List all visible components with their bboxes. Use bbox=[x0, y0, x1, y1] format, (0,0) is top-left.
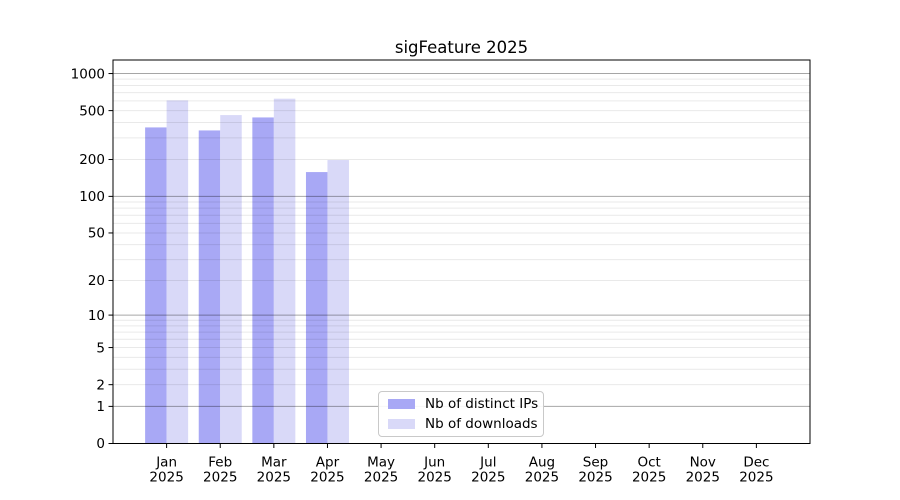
y-tick-label: 10 bbox=[88, 308, 105, 324]
bar-downloads-feb bbox=[220, 115, 242, 444]
x-tick-label-year: 2025 bbox=[632, 470, 666, 486]
y-tick-label: 5 bbox=[96, 340, 105, 356]
x-tick-label-year: 2025 bbox=[471, 470, 505, 486]
x-tick-label-year: 2025 bbox=[578, 470, 612, 486]
bar-downloads-apr bbox=[327, 160, 349, 444]
legend-item-downloads: Nb of downloads bbox=[388, 416, 538, 433]
legend: Nb of distinct IPs Nb of downloads bbox=[378, 391, 544, 437]
legend-swatch-distinct-ips bbox=[388, 399, 415, 410]
bar-distinct-ips-apr bbox=[305, 172, 328, 444]
x-tick-label-month: Jul bbox=[479, 455, 496, 471]
bar-downloads-mar bbox=[273, 98, 296, 444]
y-tick-label: 100 bbox=[79, 189, 105, 205]
x-tick-label-month: May bbox=[367, 455, 395, 471]
legend-label-downloads: Nb of downloads bbox=[425, 415, 538, 432]
y-tick-label: 500 bbox=[79, 103, 105, 119]
bar-distinct-ips-mar bbox=[252, 117, 274, 444]
x-tick-label-year: 2025 bbox=[310, 470, 344, 486]
x-tick-label-month: Feb bbox=[208, 455, 232, 471]
x-tick-label-year: 2025 bbox=[257, 470, 291, 486]
y-tick-label: 20 bbox=[88, 273, 105, 289]
x-tick-label-month: Jan bbox=[155, 455, 177, 471]
x-tick-label-year: 2025 bbox=[739, 470, 773, 486]
y-tick-label: 1 bbox=[96, 399, 105, 415]
x-tick-label-year: 2025 bbox=[525, 470, 559, 486]
x-tick-label-month: Aug bbox=[529, 455, 555, 471]
y-tick-label: 200 bbox=[79, 152, 105, 168]
x-tick-label-month: Apr bbox=[316, 455, 340, 471]
y-tick-label: 50 bbox=[88, 226, 105, 242]
x-tick-label-year: 2025 bbox=[364, 470, 398, 486]
bar-downloads-jan bbox=[166, 100, 189, 444]
y-tick-label: 1000 bbox=[71, 66, 105, 82]
legend-swatch-downloads bbox=[388, 418, 415, 429]
legend-label-distinct-ips: Nb of distinct IPs bbox=[425, 396, 539, 413]
x-tick-label-month: Sep bbox=[583, 455, 608, 471]
axes-frame bbox=[112, 59, 811, 444]
x-tick-label-year: 2025 bbox=[149, 470, 183, 486]
x-tick-label-month: Mar bbox=[261, 455, 287, 471]
x-tick-label-year: 2025 bbox=[686, 470, 720, 486]
x-tick-label-month: Oct bbox=[637, 455, 660, 471]
bar-distinct-ips-feb bbox=[198, 130, 221, 444]
x-tick-label-month: Jun bbox=[423, 455, 445, 471]
y-tick-label: 2 bbox=[96, 377, 105, 393]
bar-distinct-ips-jan bbox=[145, 127, 167, 444]
y-tick-label: 0 bbox=[96, 436, 105, 452]
x-tick-label-year: 2025 bbox=[203, 470, 237, 486]
x-tick-label-month: Dec bbox=[743, 455, 769, 471]
legend-item-distinct-ips: Nb of distinct IPs bbox=[388, 396, 538, 413]
x-tick-label-year: 2025 bbox=[418, 470, 452, 486]
x-tick-label-month: Nov bbox=[690, 455, 716, 471]
chart-title: sigFeature 2025 bbox=[394, 38, 529, 57]
